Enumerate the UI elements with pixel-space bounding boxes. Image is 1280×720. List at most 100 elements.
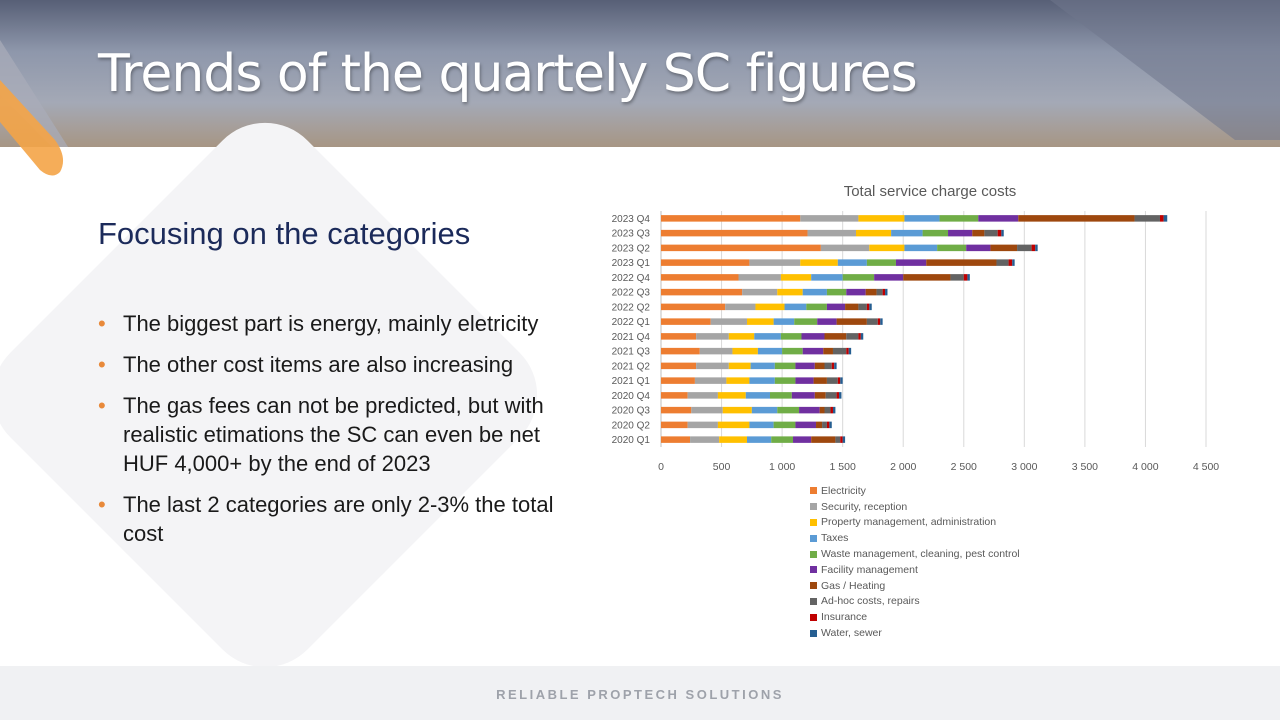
legend-item: Ad-hoc costs, repairs xyxy=(810,594,1020,610)
legend-label: Insurance xyxy=(821,611,868,624)
bar-segment xyxy=(839,392,842,399)
bar-segment xyxy=(1163,215,1168,222)
bar-segment xyxy=(770,392,792,399)
bullet-text: The gas fees can not be predicted, but w… xyxy=(123,393,544,476)
bar-segment xyxy=(814,362,825,370)
bar-segment xyxy=(807,229,856,237)
banner-corner-shape xyxy=(1050,0,1280,140)
bar-segment xyxy=(746,436,772,443)
footer-bar xyxy=(0,666,1280,720)
bar-segment xyxy=(795,377,814,384)
y-category-label: 2020 Q3 xyxy=(612,406,651,417)
bar-segment xyxy=(837,259,867,266)
legend-item: Security, reception xyxy=(810,499,1020,515)
legend-swatch xyxy=(810,597,817,605)
bar-segment xyxy=(801,333,825,340)
bar-segment xyxy=(837,377,841,384)
bar-segment xyxy=(802,288,827,296)
bar-segment xyxy=(661,333,697,340)
bar-segment xyxy=(728,362,751,370)
legend-swatch xyxy=(810,629,817,637)
bar-segment xyxy=(835,436,841,443)
bar-segment xyxy=(869,303,872,311)
bar-segment xyxy=(794,318,818,325)
bar-segment xyxy=(784,303,807,311)
bar-segment xyxy=(782,347,803,355)
bar-segment xyxy=(777,406,800,414)
bar-segment xyxy=(750,362,775,370)
legend-label: Taxes xyxy=(821,532,849,545)
slide-subtitle: Focusing on the categories xyxy=(98,216,471,251)
bar-segment xyxy=(903,274,951,281)
bar-segment xyxy=(791,392,815,399)
bar-segment xyxy=(749,377,775,384)
banner-decoration xyxy=(0,0,1280,147)
bar-segment xyxy=(746,318,774,325)
legend-item: Property management, administration xyxy=(810,515,1020,531)
x-tick-label: 2 000 xyxy=(890,461,916,473)
legend-swatch xyxy=(810,550,817,558)
y-category-label: 2022 Q1 xyxy=(612,317,651,328)
bar-segment xyxy=(696,333,729,340)
bar-segment xyxy=(845,303,859,311)
bullet-item: • The biggest part is energy, mainly elet… xyxy=(98,309,588,338)
bar-segment xyxy=(842,436,846,443)
slide-title: Trends of the quartely SC figures xyxy=(98,44,918,104)
bar-segment xyxy=(972,229,985,237)
bar-segment xyxy=(832,347,847,355)
bar-segment xyxy=(1035,244,1038,252)
bar-segment xyxy=(690,436,720,443)
bar-segment xyxy=(904,244,938,252)
bar-segment xyxy=(948,229,973,237)
bar-segment xyxy=(950,274,964,281)
bar-segment xyxy=(830,406,833,414)
legend-label: Waste management, cleaning, pest control xyxy=(821,548,1020,561)
bar-segment xyxy=(826,288,847,296)
bar-segment xyxy=(755,303,785,311)
y-category-label: 2021 Q1 xyxy=(612,376,651,387)
bar-segment xyxy=(842,274,875,281)
y-category-label: 2022 Q3 xyxy=(612,288,651,299)
bar-segment xyxy=(937,244,967,252)
bar-segment xyxy=(661,362,697,370)
x-tick-label: 4 500 xyxy=(1193,461,1219,473)
bar-segment xyxy=(846,347,849,355)
bar-segment xyxy=(825,392,837,399)
bar-segment xyxy=(874,274,904,281)
bar-segment xyxy=(661,377,695,384)
bar-segment xyxy=(773,421,796,429)
y-category-label: 2021 Q3 xyxy=(612,347,651,358)
bar-segment xyxy=(1018,215,1135,222)
bar-segment xyxy=(1134,215,1160,222)
bar-segment xyxy=(834,362,837,370)
bar-segment xyxy=(774,377,796,384)
bar-segment xyxy=(795,362,815,370)
x-tick-label: 4 000 xyxy=(1132,461,1158,473)
legend-item: Insurance xyxy=(810,609,1020,625)
bar-segment xyxy=(691,406,723,414)
bar-segment xyxy=(661,259,750,266)
bar-segment xyxy=(966,244,991,252)
bar-segment xyxy=(811,436,836,443)
bar-segment xyxy=(774,362,796,370)
bar-segment xyxy=(880,318,883,325)
legend-label: Gas / Heating xyxy=(821,579,886,592)
bar-segment xyxy=(661,288,743,296)
bar-segment xyxy=(661,421,688,429)
bar-segment xyxy=(661,274,739,281)
bar-segment xyxy=(831,362,835,370)
y-category-label: 2023 Q2 xyxy=(612,243,651,254)
bar-segment xyxy=(891,229,923,237)
legend-item: Waste management, cleaning, pest control xyxy=(810,546,1020,562)
bar-segment xyxy=(1159,215,1164,222)
bullet-icon: • xyxy=(98,393,106,418)
bar-segment xyxy=(866,318,878,325)
y-category-label: 2021 Q2 xyxy=(612,361,651,372)
bar-segment xyxy=(742,288,778,296)
bar-segment xyxy=(749,421,774,429)
y-category-label: 2020 Q4 xyxy=(612,391,651,402)
bar-segment xyxy=(800,259,838,266)
bar-segment xyxy=(858,333,861,340)
bar-segment xyxy=(836,392,840,399)
bullet-text: The last 2 categories are only 2-3% the … xyxy=(123,492,554,546)
